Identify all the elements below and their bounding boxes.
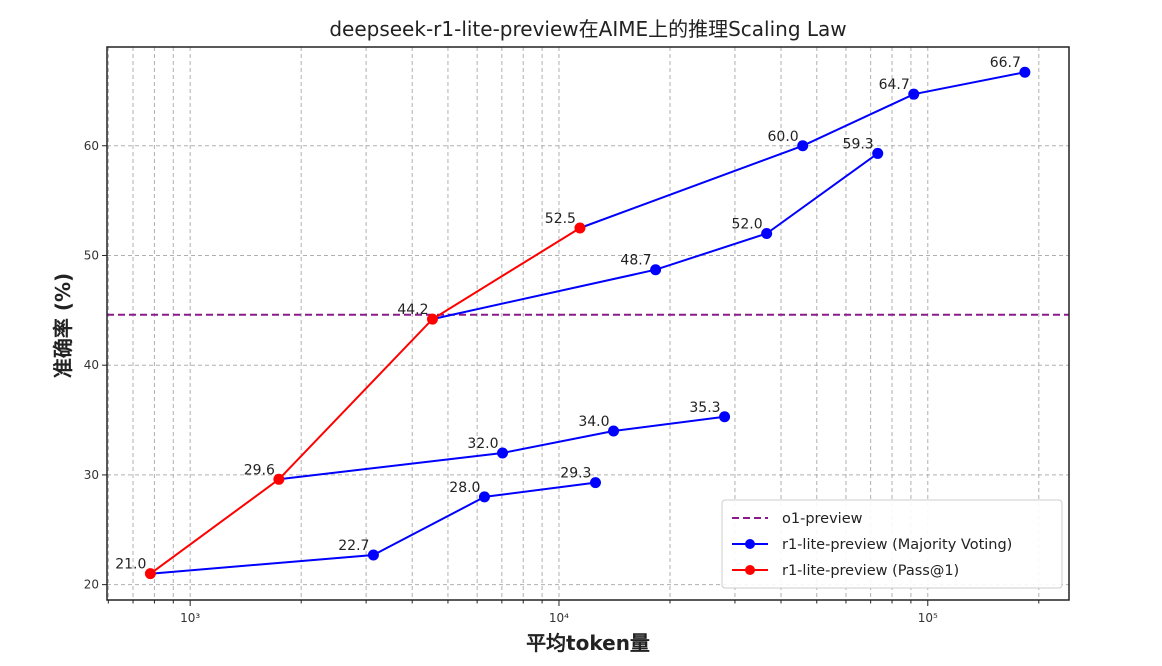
data-point [144,568,156,580]
legend-label: r1-lite-preview (Majority Voting) [782,537,1012,553]
series-line [432,152,879,321]
x-tick-label: 10⁴ [549,611,569,625]
data-point-label: 32.0 [467,436,498,452]
data-point [273,473,285,485]
legend-box [721,499,1063,589]
data-point-label: 66.7 [990,55,1021,71]
data-point-label: 29.3 [560,466,591,482]
data-point-label: 29.6 [244,462,275,478]
data-point-label: 52.5 [545,211,576,227]
data-point-label: 35.3 [689,400,720,416]
legend-label: o1-preview [782,511,863,527]
data-point [719,411,731,423]
data-point [608,425,620,437]
data-point-label: 59.3 [843,136,874,152]
series-line [278,415,725,481]
data-point [872,147,884,159]
y-tick-label: 30 [84,468,99,482]
x-tick-label: 10³ [180,611,200,625]
x-tick-label: 10⁵ [918,611,938,625]
data-point [908,88,920,100]
y-tick-label: 20 [84,578,99,592]
data-point-label: 34.0 [578,414,609,430]
axis-ticks: 20 30 40 50 60 10³ 10⁴ 10⁵ [84,139,1040,625]
data-point [574,222,586,234]
chart-title: deepseek-r1-lite-preview在AIME上的推理Scaling… [329,17,846,41]
data-point-label: 22.7 [338,538,369,554]
data-point [426,313,438,325]
data-point [797,140,809,152]
data-label-layer: 22.7 28.0 29.3 32.0 34.0 35.3 48.7 52.0 59.3 60.0… [115,55,1021,572]
data-point-label: 64.7 [879,77,910,93]
series-layer [144,66,1031,580]
data-point [478,491,490,503]
data-point-label: 44.2 [397,302,428,318]
legend: o1-preview r1-lite-preview (Majority Voti… [721,499,1063,589]
data-point-label: 60.0 [768,129,799,145]
data-point-label: 52.0 [731,217,762,233]
data-point-label: 21.0 [115,557,146,573]
y-tick-label: 50 [84,248,99,262]
y-axis-label: 准确率 (%) [51,273,75,378]
data-point-label: 28.0 [449,480,480,496]
data-point [650,264,662,276]
series-line [149,227,581,575]
series-line [579,71,1026,229]
grid [107,47,1069,600]
legend-label: r1-lite-preview (Pass@1) [782,563,959,579]
data-point [761,228,773,240]
series-line [150,481,596,575]
data-point [497,447,509,459]
y-tick-label: 60 [84,139,99,153]
y-tick-label: 40 [84,358,99,372]
plot-frame [106,46,1070,601]
data-point [589,477,601,489]
data-point [367,549,379,561]
data-point [1019,66,1031,78]
data-point-label: 48.7 [620,253,651,269]
legend-swatch-marker [745,565,755,575]
x-axis-label: 平均token量 [526,631,650,655]
legend-swatch-marker [745,539,755,549]
